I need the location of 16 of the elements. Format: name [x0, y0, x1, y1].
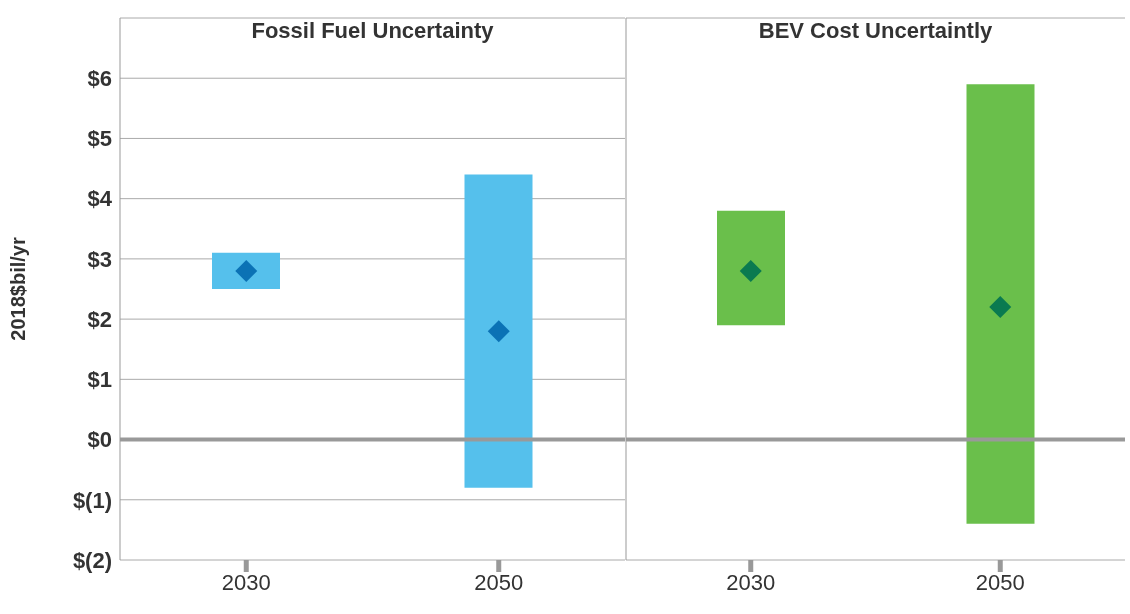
- y-tick-label: $2: [87, 306, 112, 332]
- y-tick-label: $4: [87, 186, 113, 212]
- x-tick-label: 2030: [221, 569, 271, 595]
- y-tick-label: $0: [87, 427, 112, 453]
- y-tick-label: $5: [87, 126, 112, 152]
- x-tick-label: 2050: [474, 569, 524, 595]
- y-axis-title: 2018$bil/yr: [7, 237, 30, 341]
- chart-title: Fossil Fuel Uncertainty: [250, 18, 495, 44]
- y-tick-label: $(1): [72, 487, 112, 513]
- x-tick-label: 2050: [975, 569, 1025, 595]
- x-tick-label: 2030: [726, 569, 776, 595]
- y-tick-label: $(2): [72, 547, 112, 573]
- y-tick-label: $3: [87, 246, 112, 272]
- y-tick-label: $1: [87, 367, 112, 393]
- y-tick-label: $6: [87, 66, 112, 92]
- chart-title: BEV Cost Uncertaintly: [757, 18, 994, 44]
